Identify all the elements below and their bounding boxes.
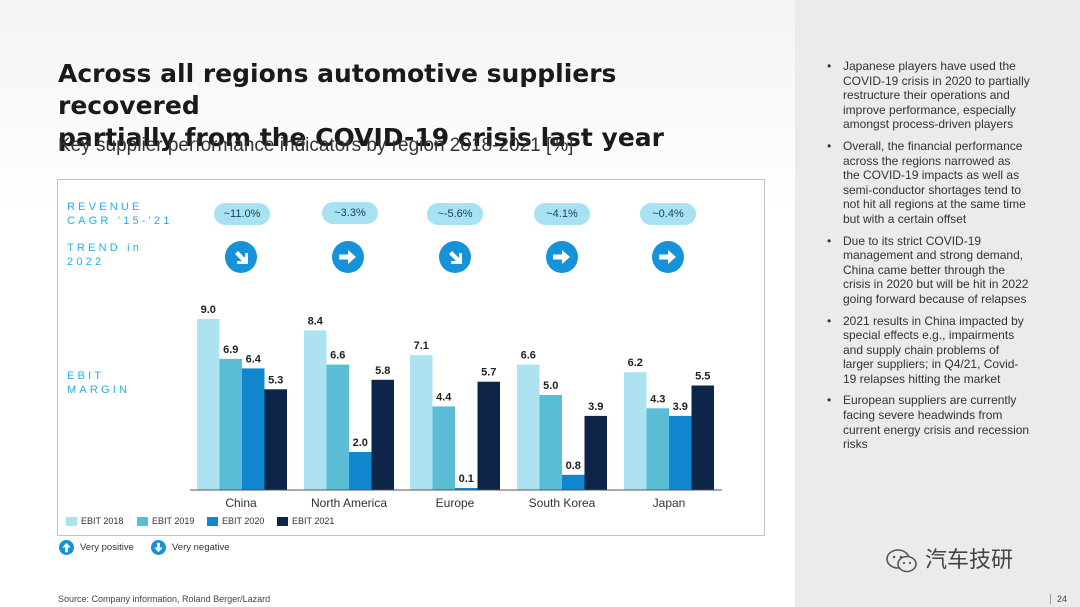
bar-south-korea-ebit-2018 [517, 364, 540, 490]
bullet-item: 2021 results in China impacted by specia… [825, 314, 1030, 387]
trend-arrow-right-icon [332, 241, 364, 273]
bar-japan-ebit-2019 [646, 408, 669, 490]
wechat-icon [885, 548, 919, 574]
data-label: 3.9 [673, 401, 688, 413]
bar-south-korea-ebit-2019 [539, 395, 562, 490]
data-label: 5.0 [543, 380, 558, 392]
commentary-bullets: Japanese players have used the COVID-19 … [825, 59, 1030, 459]
trend-key-positive-label: Very positive [80, 542, 134, 554]
data-label: 9.0 [201, 304, 216, 316]
page-number: 24 [1050, 594, 1067, 604]
bar-europe-ebit-2021 [477, 381, 500, 490]
legend-label: EBIT 2019 [152, 516, 195, 526]
bullet-item: Japanese players have used the COVID-19 … [825, 59, 1030, 132]
data-label: 0.8 [566, 460, 581, 472]
data-label: 6.4 [246, 353, 262, 365]
ebit-label-line-2: MARGIN [67, 384, 131, 396]
trend-arrow-down-right-icon [439, 241, 471, 273]
trend-arrow-down-right-icon [225, 241, 257, 273]
down-arrow-icon [151, 540, 166, 555]
data-label: 2.0 [353, 437, 368, 449]
legend-item: EBIT 2019 [137, 516, 195, 527]
data-label: 0.1 [459, 473, 474, 485]
data-label: 6.6 [330, 350, 345, 362]
data-label: 4.4 [436, 391, 452, 403]
data-label: 6.2 [628, 357, 643, 369]
bar-north-america-ebit-2020 [349, 452, 372, 490]
trend-key-negative: Very negative [151, 540, 230, 555]
legend-item: EBIT 2020 [207, 516, 265, 527]
slide-title: Across all regions automotive suppliers … [58, 58, 758, 154]
bar-north-america-ebit-2018 [304, 330, 327, 490]
legend-label: EBIT 2018 [81, 516, 124, 526]
title-line-2: partially from the COVID-19 crisis last … [58, 123, 665, 152]
legend-item: EBIT 2018 [66, 516, 124, 527]
data-label: 3.9 [588, 401, 603, 413]
legend-swatch-2019 [137, 517, 148, 527]
bar-china-ebit-2021 [264, 389, 287, 490]
cagr-pill-japan: ~0.4% [640, 203, 696, 225]
bar-japan-ebit-2021 [691, 385, 714, 490]
data-label: 6.9 [223, 344, 238, 356]
data-label: 4.3 [650, 393, 665, 405]
trend-key-positive: Very positive [59, 540, 134, 555]
category-label: Japan [653, 496, 686, 510]
ebit-margin-label: EBIT MARGIN [67, 369, 130, 397]
cagr-pill-europe: ~-5.6% [427, 203, 483, 225]
data-label: 5.3 [268, 374, 283, 386]
legend-swatch-2020 [207, 517, 218, 527]
category-label: Europe [436, 496, 475, 510]
bar-china-ebit-2018 [197, 319, 220, 490]
slide-subtitle: Key supplier performance indicators by r… [58, 135, 574, 156]
bar-europe-ebit-2018 [410, 355, 433, 490]
data-label: 5.5 [695, 371, 710, 383]
trend-label-line-2: 2022 [67, 256, 105, 268]
trend-arrow-right-icon [652, 241, 684, 273]
trend-label: TREND in 2022 [67, 241, 142, 269]
category-label: China [225, 496, 257, 510]
data-label: 8.4 [308, 315, 324, 327]
data-label: 5.8 [375, 365, 390, 377]
watermark-text: 汽车技研 [925, 547, 1014, 572]
bar-china-ebit-2020 [242, 368, 265, 490]
legend-item: EBIT 2021 [277, 516, 335, 527]
bar-china-ebit-2019 [219, 358, 242, 490]
bar-south-korea-ebit-2020 [562, 474, 585, 490]
bar-south-korea-ebit-2021 [584, 415, 607, 490]
legend-label: EBIT 2021 [292, 516, 335, 526]
bar-north-america-ebit-2021 [371, 379, 394, 490]
legend-swatch-2018 [66, 517, 77, 527]
trend-key-negative-label: Very negative [172, 542, 230, 554]
bullet-item: Due to its strict COVID-19 management an… [825, 234, 1030, 307]
legend-label: EBIT 2020 [222, 516, 265, 526]
cagr-pill-china: ~11.0% [214, 203, 270, 225]
revenue-cagr-label: REVENUE CAGR '15-'21 [67, 200, 173, 228]
ebit-label-line-1: EBIT [67, 370, 105, 382]
cagr-pill-north-america: ~3.3% [322, 202, 378, 224]
watermark: 汽车技研 [885, 542, 1013, 574]
data-label: 7.1 [414, 340, 429, 352]
cagr-pill-south-korea: ~4.1% [534, 203, 590, 225]
title-line-1: Across all regions automotive suppliers … [58, 59, 617, 120]
bar-japan-ebit-2018 [624, 372, 647, 490]
legend-swatch-2021 [277, 517, 288, 527]
bar-japan-ebit-2020 [669, 415, 692, 490]
bullet-item: European suppliers are currently facing … [825, 393, 1030, 451]
up-arrow-icon [59, 540, 74, 555]
bar-europe-ebit-2019 [432, 406, 455, 490]
category-label: North America [311, 496, 387, 510]
trend-label-line-1: TREND in [67, 242, 143, 254]
revenue-label-line-2: CAGR '15-'21 [67, 215, 173, 227]
revenue-label-line-1: REVENUE [67, 201, 143, 213]
source-note: Source: Company information, Roland Berg… [58, 594, 271, 604]
bar-europe-ebit-2020 [455, 488, 478, 490]
data-label: 5.7 [481, 367, 496, 379]
category-label: South Korea [529, 496, 596, 510]
data-label: 6.6 [521, 350, 536, 362]
bar-north-america-ebit-2019 [326, 364, 349, 490]
trend-arrow-right-icon [546, 241, 578, 273]
bullet-item: Overall, the financial performance acros… [825, 139, 1030, 227]
